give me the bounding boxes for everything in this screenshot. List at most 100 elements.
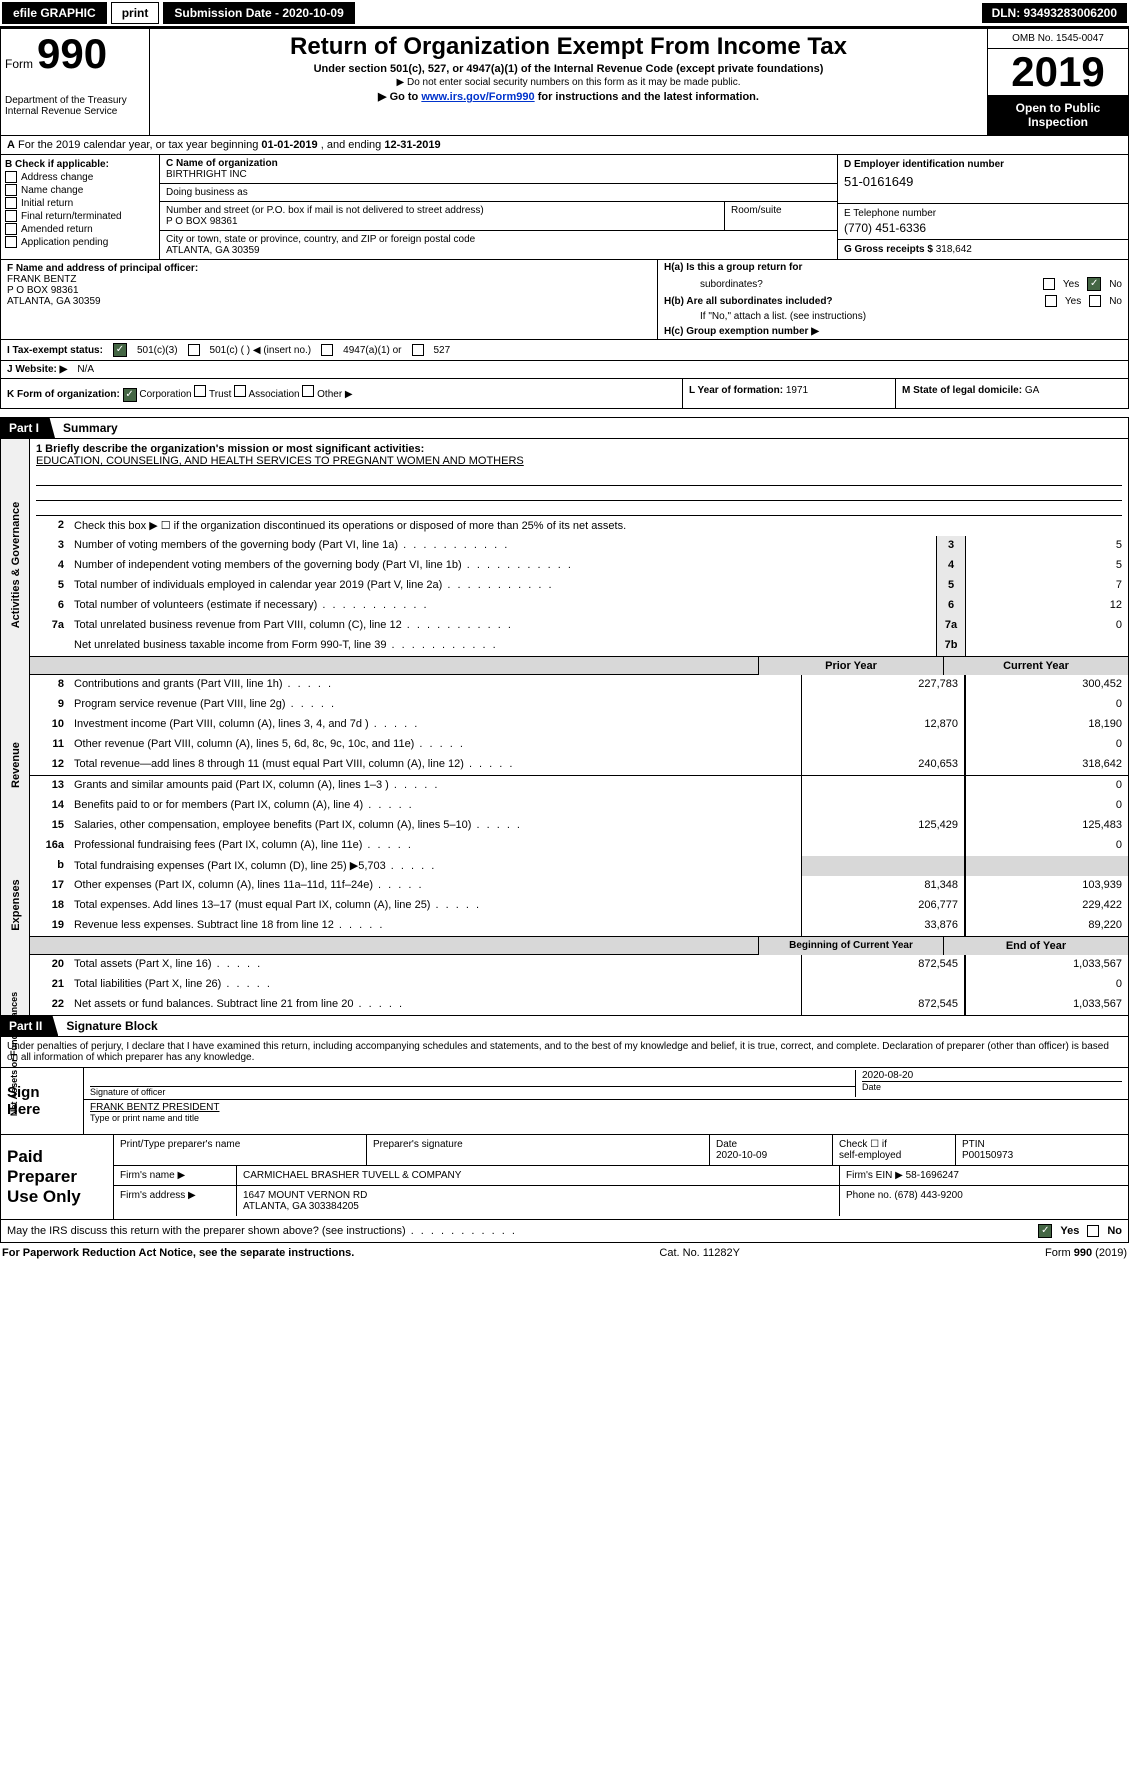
dln-label: DLN: 93493283006200: [982, 3, 1127, 23]
chk-501c3[interactable]: ✓: [113, 343, 127, 357]
part2-header: Part II Signature Block: [0, 1016, 1129, 1037]
officer-addr1: P O BOX 98361: [7, 285, 79, 296]
officer-addr2: ATLANTA, GA 30359: [7, 296, 101, 307]
line2-num: 2: [30, 516, 70, 536]
subtitle-2: ▶ Do not enter social security numbers o…: [154, 77, 983, 88]
submission-date-label: Submission Date - 2020-10-09: [163, 2, 354, 24]
ha-label: H(a) Is this a group return for: [664, 262, 802, 273]
m-label: M State of legal domicile:: [902, 385, 1022, 396]
chk-initial-return[interactable]: Initial return: [5, 197, 155, 209]
d-label: D Employer identification number: [844, 159, 1004, 170]
officer-name-title: FRANK BENTZ PRESIDENT: [90, 1102, 1122, 1113]
vtab-revenue: Revenue: [10, 700, 22, 830]
hdr-begin: Beginning of Current Year: [758, 937, 943, 955]
chk-amended[interactable]: Amended return: [5, 223, 155, 235]
summary-row: 7aTotal unrelated business revenue from …: [30, 616, 1128, 636]
form-header: Form 990 Department of the Treasury Inte…: [0, 28, 1129, 136]
footer-mid: Cat. No. 11282Y: [354, 1247, 1045, 1259]
col-h: H(a) Is this a group return for subordin…: [658, 260, 1128, 339]
chk-4947[interactable]: [321, 344, 333, 356]
chk-501c[interactable]: [188, 344, 200, 356]
summary-row: 17Other expenses (Part IX, column (A), l…: [30, 876, 1128, 896]
g-label: G Gross receipts $: [844, 244, 933, 255]
summary-row: 13Grants and similar amounts paid (Part …: [30, 776, 1128, 796]
mission-line: [36, 501, 1122, 516]
summary-row: 3Number of voting members of the governi…: [30, 536, 1128, 556]
f-label: F Name and address of principal officer:: [7, 263, 198, 274]
l-label: L Year of formation:: [689, 385, 783, 396]
dba-label: Doing business as: [166, 187, 831, 198]
chk-other[interactable]: [302, 385, 314, 397]
firm-addr2: ATLANTA, GA 303384205: [243, 1201, 833, 1212]
c-name-label: C Name of organization: [166, 158, 278, 169]
section-bcdeg: B Check if applicable: Address change Na…: [0, 155, 1129, 260]
paid-preparer-section: Paid Preparer Use Only Print/Type prepar…: [1, 1134, 1128, 1219]
subtitle-3: ▶ Go to www.irs.gov/Form990 for instruct…: [154, 90, 983, 103]
paid-label: Paid Preparer Use Only: [1, 1135, 114, 1219]
chk-final-return[interactable]: Final return/terminated: [5, 210, 155, 222]
officer-name: FRANK BENTZ: [7, 274, 76, 285]
hb-yes-check[interactable]: [1045, 295, 1057, 307]
self-emp-check[interactable]: Check ☐ if: [839, 1139, 887, 1150]
chk-corp[interactable]: ✓: [123, 388, 137, 402]
mission-text: EDUCATION, COUNSELING, AND HEALTH SERVIC…: [36, 455, 524, 467]
perjury-text: Under penalties of perjury, I declare th…: [1, 1037, 1128, 1067]
goto-prefix: ▶ Go to: [378, 91, 421, 103]
chk-assoc[interactable]: [234, 385, 246, 397]
firm-name: CARMICHAEL BRASHER TUVELL & COMPANY: [237, 1166, 840, 1185]
col-c: C Name of organization BIRTHRIGHT INC Do…: [160, 155, 837, 259]
summary-row: 22Net assets or fund balances. Subtract …: [30, 995, 1128, 1015]
k-label: K Form of organization:: [7, 389, 120, 400]
ha-yes-check[interactable]: [1043, 278, 1055, 290]
summary-row: 18Total expenses. Add lines 13–17 (must …: [30, 896, 1128, 916]
discuss-no-check[interactable]: [1087, 1225, 1099, 1237]
summary-row: 15Salaries, other compensation, employee…: [30, 816, 1128, 836]
h-note: If "No," attach a list. (see instruction…: [700, 311, 866, 322]
state-domicile: GA: [1025, 385, 1039, 396]
chk-527[interactable]: [412, 344, 424, 356]
firm-phone: (678) 443-9200: [894, 1190, 962, 1201]
ha-no-check[interactable]: ✓: [1087, 277, 1101, 291]
block-netassets: 20Total assets (Part X, line 16)872,5451…: [30, 955, 1128, 1015]
discuss-yes-check[interactable]: ✓: [1038, 1224, 1052, 1238]
summary-row: 20Total assets (Part X, line 16)872,5451…: [30, 955, 1128, 975]
tax-year: 2019: [988, 49, 1128, 95]
chk-application-pending[interactable]: Application pending: [5, 236, 155, 248]
room-suite-label: Room/suite: [724, 202, 837, 230]
tax-year-end: 12-31-2019: [384, 139, 440, 151]
chk-address-change[interactable]: Address change: [5, 171, 155, 183]
instructions-link[interactable]: www.irs.gov/Form990: [421, 91, 534, 103]
inspection-box: Open to Public Inspection: [988, 95, 1128, 135]
summary-row: 12Total revenue—add lines 8 through 11 (…: [30, 755, 1128, 775]
gross-receipts: 318,642: [936, 244, 972, 255]
addr-label: Number and street (or P.O. box if mail i…: [166, 205, 718, 216]
efile-button[interactable]: efile GRAPHIC: [2, 2, 107, 24]
sig-date-label: Date: [862, 1081, 1122, 1092]
prep-date-val: 2020-10-09: [716, 1150, 767, 1161]
subtitle-1: Under section 501(c), 527, or 4947(a)(1)…: [154, 63, 983, 75]
block-activities: 1 Briefly describe the organization's mi…: [30, 439, 1128, 657]
summary-row: 9Program service revenue (Part VIII, lin…: [30, 695, 1128, 715]
summary-row: 8Contributions and grants (Part VIII, li…: [30, 675, 1128, 695]
header-right: OMB No. 1545-0047 2019 Open to Public In…: [987, 29, 1128, 135]
form-page: efile GRAPHIC print Submission Date - 20…: [0, 0, 1129, 1263]
print-button[interactable]: print: [111, 2, 160, 24]
vtab-netassets: Net Assets or Fund Balances: [9, 989, 19, 1119]
form-number: 990: [37, 33, 107, 75]
chk-trust[interactable]: [194, 385, 206, 397]
org-name: BIRTHRIGHT INC: [166, 169, 831, 180]
footer-left: For Paperwork Reduction Act Notice, see …: [2, 1247, 354, 1259]
hdr-current: Current Year: [943, 657, 1128, 675]
sig-date: 2020-08-20: [862, 1070, 1122, 1081]
col-f: F Name and address of principal officer:…: [1, 260, 658, 339]
hb-no-check[interactable]: [1089, 295, 1101, 307]
line1-label: 1 Briefly describe the organization's mi…: [36, 443, 424, 455]
hdr-end: End of Year: [943, 937, 1128, 955]
city-label: City or town, state or province, country…: [166, 234, 831, 245]
header-left: Form 990 Department of the Treasury Inte…: [1, 29, 150, 135]
e-label: E Telephone number: [844, 208, 1122, 219]
phone-value: (770) 451-6336: [844, 221, 1122, 235]
chk-name-change[interactable]: Name change: [5, 184, 155, 196]
vtab-activities: Activities & Governance: [10, 500, 22, 630]
top-bar: efile GRAPHIC print Submission Date - 20…: [0, 0, 1129, 28]
